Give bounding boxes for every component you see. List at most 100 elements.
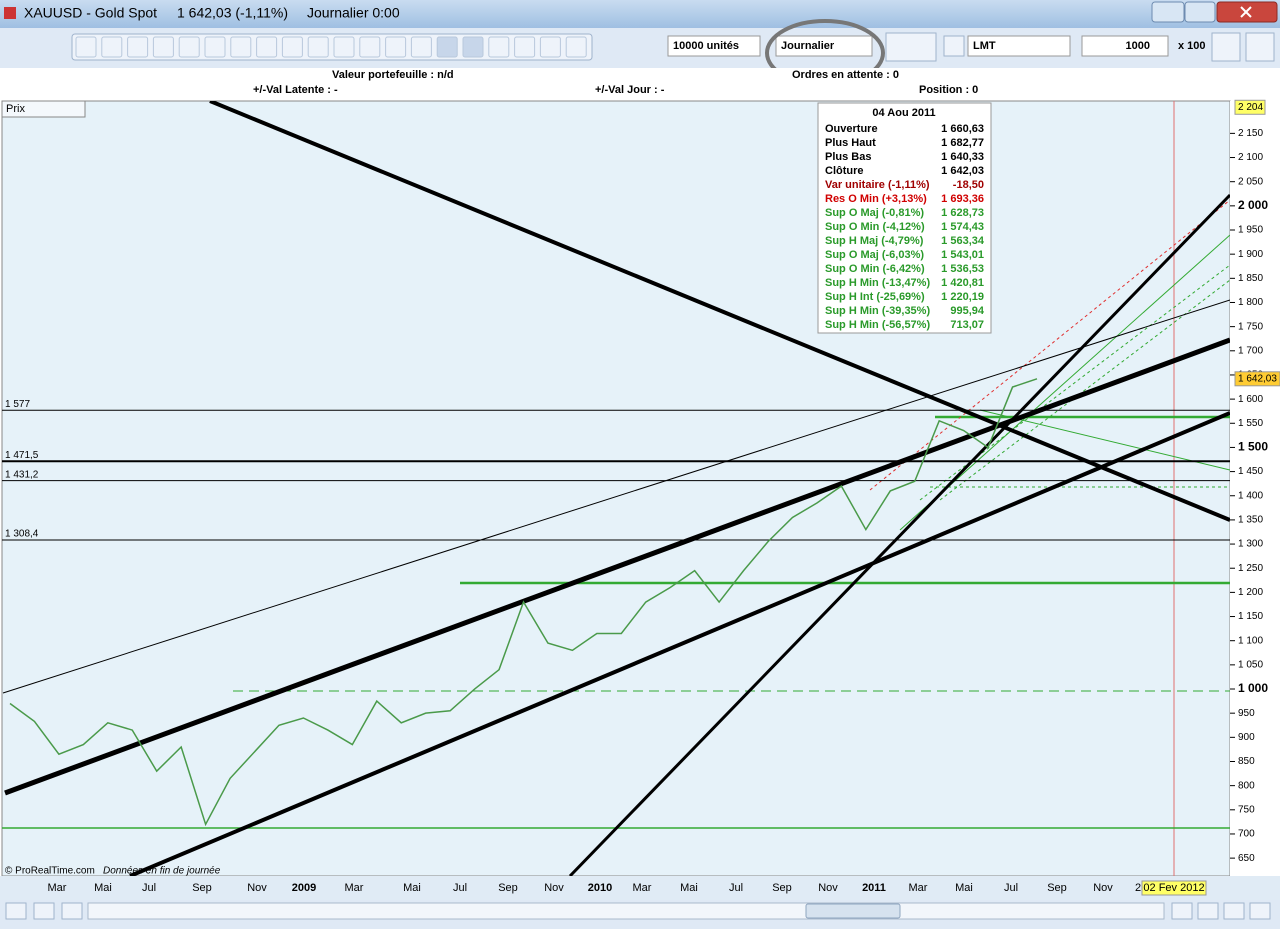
- maximize-button[interactable]: [1184, 1, 1216, 23]
- tool-button[interactable]: [230, 36, 252, 58]
- x-tick-label: Jul: [453, 882, 467, 894]
- info-value: 713,07: [950, 319, 984, 331]
- zoom-in-button[interactable]: [1249, 902, 1271, 920]
- x-tick-label: Mar: [345, 882, 364, 894]
- latent: +/-Val Latente : -: [253, 84, 338, 96]
- info-value: 1 543,01: [941, 249, 984, 261]
- portfolio: Valeur portefeuille : n/d: [332, 69, 454, 81]
- drawing-tools: [71, 33, 593, 61]
- y-tick-label: 1 350: [1238, 515, 1263, 526]
- tool-button[interactable]: [281, 36, 303, 58]
- tool-button[interactable]: [178, 36, 200, 58]
- tool-button[interactable]: [539, 36, 561, 58]
- tool-button[interactable]: [152, 36, 174, 58]
- delete-button[interactable]: [61, 902, 83, 920]
- mail-button[interactable]: [5, 902, 27, 920]
- date-axis: [0, 876, 1280, 900]
- trend-line: [939, 279, 1230, 501]
- level-label: 1 471,5: [5, 450, 39, 461]
- status-area: [0, 68, 1280, 101]
- x-tick-label: Mai: [680, 882, 698, 894]
- y-tick-label: 650: [1238, 853, 1255, 864]
- tool-button[interactable]: [75, 36, 97, 58]
- info-value: 1 574,43: [941, 221, 984, 233]
- order-type-text: LMT: [973, 40, 996, 52]
- tool-button[interactable]: [462, 36, 484, 58]
- y-tick-label: 850: [1238, 756, 1255, 767]
- tool-button[interactable]: [436, 36, 458, 58]
- x-tick-label: Jul: [142, 882, 156, 894]
- tool-button[interactable]: [256, 36, 278, 58]
- window-title: XAUUSD - Gold Spot: [24, 5, 157, 21]
- x-tick-label: Sep: [498, 882, 518, 894]
- x-tick-label: 02 Fev 2012: [1143, 882, 1204, 894]
- tool-button[interactable]: [333, 36, 355, 58]
- close-icon: [1240, 6, 1252, 18]
- tool-button[interactable]: [410, 36, 432, 58]
- info-value: 1 563,34: [941, 235, 985, 247]
- order-type-select[interactable]: [967, 35, 1071, 57]
- top-marker-box: [1234, 99, 1266, 115]
- source: © ProRealTime.com: [5, 866, 95, 877]
- period-select[interactable]: [775, 35, 873, 57]
- trend-line: [919, 264, 1230, 501]
- buy-panel-button[interactable]: [1211, 32, 1241, 62]
- print-button[interactable]: [33, 902, 55, 920]
- y-tick-label: 1 100: [1238, 635, 1263, 646]
- last-price-box: [1234, 371, 1280, 387]
- info-value: 1 642,03: [941, 165, 984, 177]
- settings-button[interactable]: [943, 35, 965, 57]
- y-tick-label: 1 250: [1238, 563, 1263, 574]
- units-select[interactable]: [667, 35, 761, 57]
- pending-orders: Ordres en attente : 0: [792, 69, 899, 81]
- x-tick-label: 2009: [292, 882, 316, 894]
- period-select-text: Journalier: [781, 40, 835, 52]
- info-label: Sup H Min (-13,47%): [825, 277, 930, 289]
- tool-button[interactable]: [385, 36, 407, 58]
- y-tick-label: 750: [1238, 804, 1255, 815]
- zoom-button[interactable]: [1197, 902, 1219, 920]
- x-tick-label: 2011: [862, 882, 886, 894]
- info-value: 995,94: [950, 305, 985, 317]
- window-period: Journalier 0:00: [307, 5, 400, 21]
- minimize-button[interactable]: [1151, 1, 1185, 23]
- tool-button[interactable]: [204, 36, 226, 58]
- info-label: Clôture: [825, 165, 864, 177]
- info-label: Plus Haut: [825, 137, 876, 149]
- x-tick-label: Mai: [955, 882, 973, 894]
- zoom-out-button[interactable]: [1223, 902, 1245, 920]
- info-value: 1 536,53: [941, 263, 984, 275]
- tool-button[interactable]: [127, 36, 149, 58]
- sell-panel-button[interactable]: [1245, 32, 1275, 62]
- zoom-fit-button[interactable]: [1171, 902, 1193, 920]
- app-icon: [4, 7, 16, 19]
- y-tick-label: 700: [1238, 829, 1255, 840]
- quantity-input[interactable]: [1081, 35, 1169, 57]
- x-tick-label: Mar: [48, 882, 67, 894]
- day-value: +/-Val Jour : -: [595, 84, 665, 96]
- tool-button[interactable]: [359, 36, 381, 58]
- scroll-thumb[interactable]: [805, 903, 901, 919]
- tool-button[interactable]: [488, 36, 510, 58]
- scrollbar[interactable]: [87, 902, 1165, 920]
- quantity-text: 1000: [1126, 40, 1150, 52]
- x-tick-label: Nov: [544, 882, 564, 894]
- info-label: Ouverture: [825, 123, 878, 135]
- plot-area: [1, 100, 1231, 877]
- indicator-button[interactable]: [885, 32, 937, 62]
- y-tick-label: 1 550: [1238, 418, 1263, 429]
- tool-button[interactable]: [565, 36, 587, 58]
- info-label: Sup H Min (-39,35%): [825, 305, 930, 317]
- info-label: Res O Min (+3,13%): [825, 193, 927, 205]
- tool-button[interactable]: [101, 36, 123, 58]
- trend-line: [129, 411, 1230, 876]
- x-tick-label: Nov: [818, 882, 838, 894]
- tool-button[interactable]: [307, 36, 329, 58]
- info-label: Sup H Int (-25,69%): [825, 291, 925, 303]
- price-line: [9, 378, 1038, 827]
- plot-layer: [2, 101, 1230, 876]
- tool-button[interactable]: [514, 36, 536, 58]
- x-tick-label: Sep: [192, 882, 212, 894]
